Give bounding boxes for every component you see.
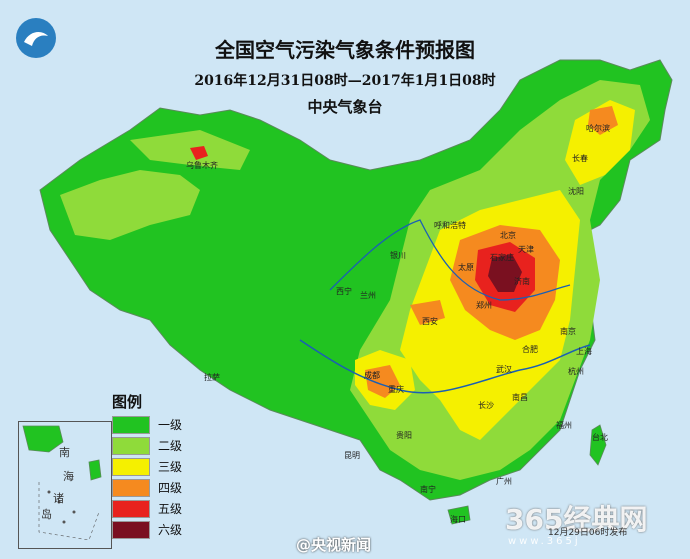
city-label: 南宁 (420, 485, 436, 494)
city-label: 济南 (514, 277, 530, 286)
legend-label: 一级 (158, 418, 183, 432)
city-label: 乌鲁木齐 (186, 161, 218, 170)
city-label: 长春 (572, 154, 588, 163)
legend-item: 四级 (112, 477, 222, 498)
legend-item: 六级 (112, 519, 222, 540)
city-label: 太原 (458, 263, 474, 272)
zone-level4-sichuan (365, 365, 400, 398)
legend-item: 三级 (112, 456, 222, 477)
inset-label: 岛 (41, 508, 52, 521)
inset-label: 海 (63, 470, 74, 483)
zone-level3-northeast (565, 100, 635, 185)
cma-logo (14, 16, 58, 60)
city-label: 昆明 (344, 451, 360, 460)
city-label: 广州 (496, 477, 512, 486)
legend-label: 二级 (158, 439, 183, 453)
legend-swatch (112, 520, 150, 539)
legend-swatch (112, 499, 150, 518)
legend-swatch (112, 478, 150, 497)
city-label: 兰州 (360, 291, 376, 300)
city-label: 上海 (576, 347, 592, 356)
zone-level4-xian (410, 300, 445, 325)
issue-time: 12月29日06时发布 (548, 528, 628, 538)
publisher: 中央气象台 (307, 98, 383, 116)
legend-swatch (112, 457, 150, 476)
city-label: 杭州 (568, 367, 584, 376)
city-label: 拉萨 (204, 373, 220, 382)
inset-label: 诸 (53, 492, 64, 505)
city-label: 福州 (556, 421, 572, 430)
legend: 图例 一级二级三级四级五级六级 (112, 391, 222, 540)
forecast-period: 2016年12月31日08时—2017年1月1日08时 (194, 73, 496, 89)
legend-item: 一级 (112, 414, 222, 435)
legend-title: 图例 (112, 393, 143, 411)
legend-item: 二级 (112, 435, 222, 456)
weibo-watermark: @央视新闻 (296, 536, 372, 554)
city-label: 贵阳 (396, 431, 412, 440)
city-label: 北京 (500, 231, 516, 240)
legend-label: 三级 (158, 460, 183, 474)
map-title: 全国空气污染气象条件预报图 (215, 38, 475, 62)
city-label: 长沙 (478, 401, 494, 410)
legend-label: 四级 (158, 481, 183, 495)
city-label: 呼和浩特 (434, 221, 466, 230)
city-label: 重庆 (388, 385, 404, 394)
yangtze-river (299, 339, 591, 394)
legend-swatch (112, 436, 150, 455)
zone-level6-core (488, 254, 522, 292)
city-label: 沈阳 (568, 187, 584, 196)
city-label: 天津 (518, 245, 534, 254)
city-label: 海口 (450, 515, 466, 524)
legend-swatch (112, 415, 150, 434)
city-label: 南京 (560, 327, 576, 336)
legend-item: 五级 (112, 498, 222, 519)
inset-label: 南 (59, 446, 70, 459)
city-label: 哈尔滨 (586, 124, 610, 133)
yellow-river (329, 219, 571, 301)
legend-label: 五级 (158, 502, 183, 516)
taiwan-island (589, 424, 607, 466)
city-label: 石家庄 (490, 253, 514, 262)
south-china-sea-inset: 南 海 诸 岛 (18, 421, 112, 549)
zone-level4-northeast (588, 106, 618, 135)
zone-level5-urumqi (190, 146, 208, 160)
zone-level2-north (130, 130, 250, 170)
url-watermark: www.365j (508, 536, 581, 547)
city-label: 成都 (364, 371, 380, 380)
city-label: 银川 (390, 251, 406, 260)
hainan-island (447, 505, 471, 525)
legend-label: 六级 (158, 523, 183, 537)
site-watermark: 365经典网 (505, 503, 648, 536)
city-label: 台北 (592, 433, 608, 442)
city-label: 南昌 (512, 393, 528, 402)
city-label: 合肥 (522, 345, 538, 354)
zone-level2-northwest (60, 170, 200, 240)
city-label: 西宁 (336, 287, 352, 296)
city-label: 西安 (422, 317, 438, 326)
city-label: 郑州 (476, 301, 492, 310)
city-label: 武汉 (496, 365, 512, 374)
